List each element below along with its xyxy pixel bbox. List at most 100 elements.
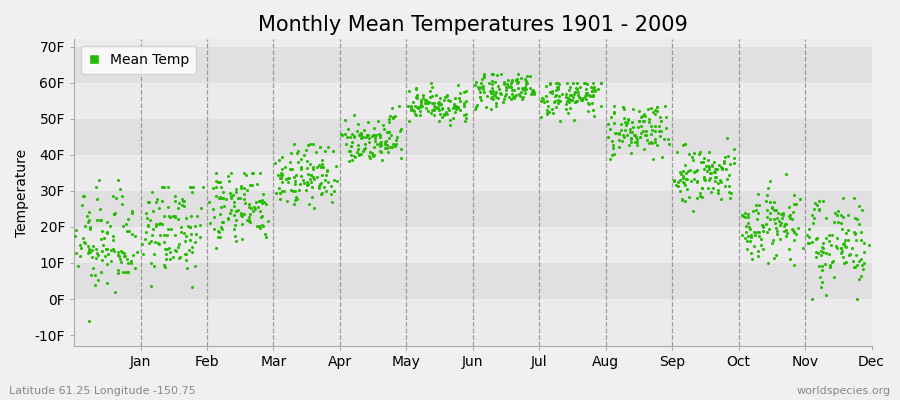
Point bbox=[325, 199, 339, 205]
Point bbox=[369, 132, 383, 138]
Point bbox=[841, 237, 855, 243]
Point bbox=[238, 172, 253, 179]
Point bbox=[243, 210, 257, 217]
Point bbox=[106, 233, 121, 239]
Point bbox=[103, 222, 117, 229]
Point bbox=[377, 125, 392, 132]
Point bbox=[351, 132, 365, 138]
Point bbox=[586, 93, 600, 100]
Point bbox=[782, 204, 796, 210]
Point bbox=[679, 140, 693, 147]
Point bbox=[447, 100, 462, 107]
Point bbox=[85, 254, 99, 260]
Point bbox=[822, 250, 836, 257]
Point bbox=[588, 87, 602, 93]
Point bbox=[161, 226, 176, 232]
Point bbox=[422, 99, 436, 105]
Point bbox=[413, 102, 428, 109]
Point bbox=[474, 84, 489, 91]
Point bbox=[212, 211, 227, 217]
Point bbox=[551, 86, 565, 92]
Point bbox=[749, 202, 763, 208]
Point bbox=[94, 236, 108, 242]
Point bbox=[853, 273, 868, 280]
Point bbox=[386, 115, 400, 121]
Point bbox=[345, 130, 359, 137]
Point bbox=[696, 158, 710, 165]
Point bbox=[506, 94, 520, 100]
Point bbox=[787, 228, 801, 235]
Point bbox=[104, 258, 118, 264]
Point bbox=[628, 131, 643, 138]
Point bbox=[95, 248, 110, 254]
Point bbox=[583, 92, 598, 99]
Point bbox=[507, 86, 521, 93]
Point bbox=[434, 100, 448, 107]
Point bbox=[485, 88, 500, 94]
Point bbox=[640, 136, 654, 143]
Point bbox=[163, 214, 177, 220]
Point bbox=[407, 108, 421, 114]
Point bbox=[357, 126, 372, 133]
Point bbox=[707, 159, 722, 166]
Point bbox=[359, 134, 374, 140]
Point bbox=[147, 263, 161, 270]
Point bbox=[715, 165, 729, 171]
Point bbox=[516, 96, 530, 102]
Point bbox=[489, 89, 503, 95]
Point bbox=[662, 141, 676, 147]
Point bbox=[302, 170, 316, 177]
Point bbox=[427, 112, 441, 119]
Point bbox=[617, 126, 632, 133]
Point bbox=[679, 162, 693, 168]
Point bbox=[565, 94, 580, 100]
Point bbox=[88, 282, 103, 288]
Point bbox=[404, 103, 419, 109]
Point bbox=[719, 135, 733, 141]
Point bbox=[474, 76, 489, 82]
Point bbox=[551, 84, 565, 90]
Point bbox=[744, 256, 759, 262]
Point bbox=[215, 189, 230, 196]
Point bbox=[624, 136, 638, 142]
Point bbox=[571, 92, 585, 98]
Point bbox=[579, 86, 593, 92]
Point bbox=[684, 177, 698, 184]
Point bbox=[343, 133, 357, 140]
Point bbox=[418, 104, 433, 111]
Point bbox=[439, 110, 454, 117]
Point bbox=[275, 172, 290, 178]
Point bbox=[404, 105, 419, 112]
Point bbox=[736, 213, 751, 220]
Point bbox=[750, 229, 764, 235]
Point bbox=[436, 96, 451, 103]
Point bbox=[274, 174, 289, 181]
Point bbox=[93, 216, 107, 223]
Point bbox=[410, 92, 425, 98]
Point bbox=[393, 146, 408, 152]
Point bbox=[524, 91, 538, 97]
Point bbox=[97, 252, 112, 259]
Point bbox=[681, 194, 696, 200]
Point bbox=[806, 220, 820, 226]
Point bbox=[432, 107, 446, 113]
Point bbox=[159, 246, 174, 252]
Point bbox=[302, 201, 316, 207]
Point bbox=[100, 228, 114, 235]
Point bbox=[125, 230, 140, 237]
Point bbox=[510, 80, 525, 86]
Point bbox=[68, 250, 83, 256]
Point bbox=[701, 166, 716, 172]
Point bbox=[373, 134, 387, 140]
Point bbox=[825, 258, 840, 265]
Point bbox=[686, 157, 700, 163]
Point bbox=[849, 237, 863, 243]
Point bbox=[423, 88, 437, 94]
Point bbox=[779, 230, 794, 236]
Point bbox=[480, 93, 494, 99]
Point bbox=[616, 104, 630, 110]
Bar bbox=[74, 155, 871, 191]
Point bbox=[835, 226, 850, 233]
Point bbox=[229, 217, 243, 224]
Point bbox=[468, 82, 482, 89]
